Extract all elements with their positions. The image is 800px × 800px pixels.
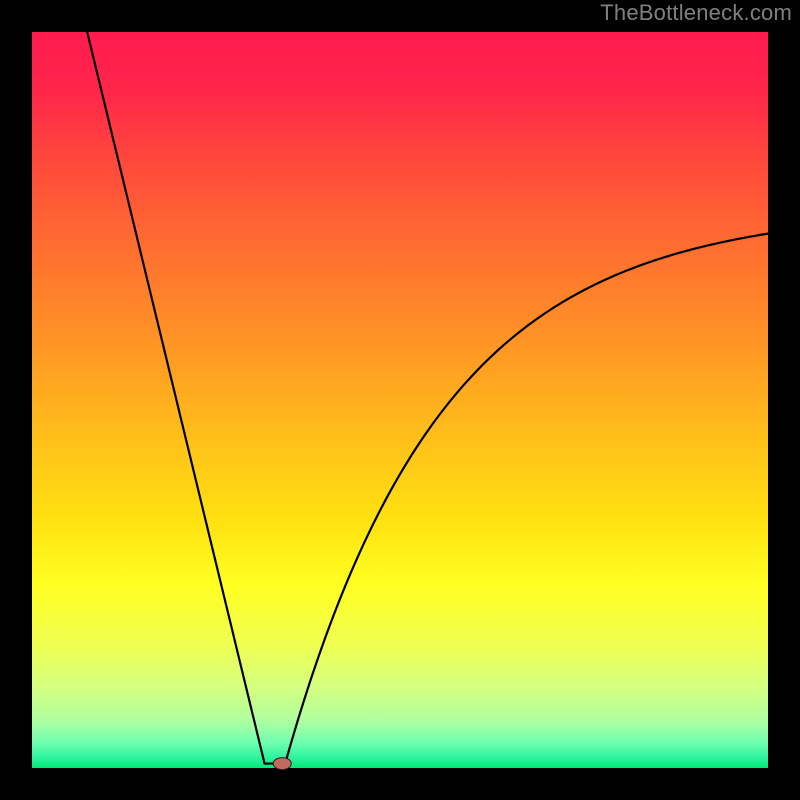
vertex-marker	[273, 758, 291, 770]
watermark-text: TheBottleneck.com	[600, 0, 792, 26]
plot-area	[32, 32, 768, 768]
chart-container: TheBottleneck.com	[0, 0, 800, 800]
chart-svg	[0, 0, 800, 800]
